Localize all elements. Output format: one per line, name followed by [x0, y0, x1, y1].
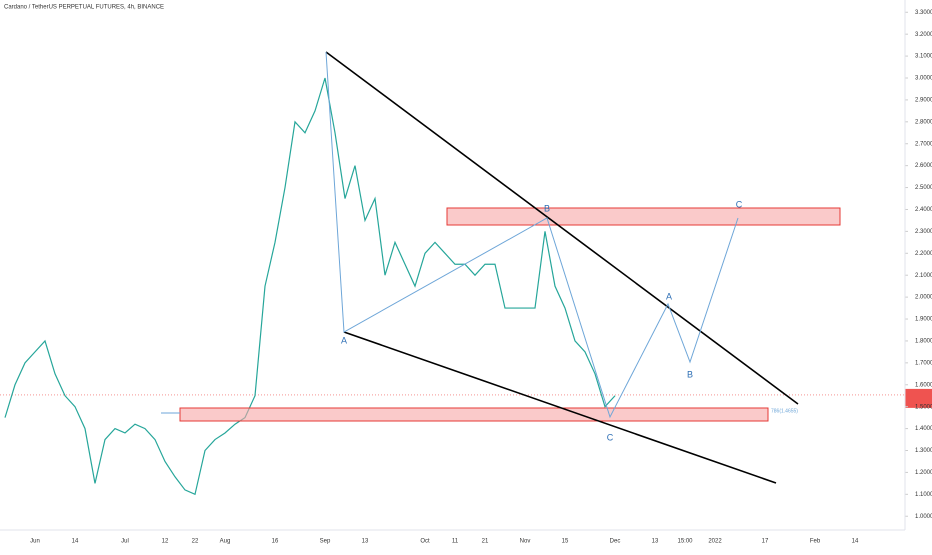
x-tick-label: Nov [520, 539, 531, 545]
x-tick-label: 21 [482, 539, 489, 545]
x-tick-label: Oct [420, 539, 430, 545]
y-tick-label: 2.4000 [915, 207, 932, 213]
y-tick-label: 2.9000 [915, 97, 932, 103]
x-tick-label: Aug [220, 539, 231, 545]
y-tick-label: 1.1000 [915, 492, 932, 498]
y-tick-label: 1.2000 [915, 470, 932, 476]
y-tick-label: 1.0000 [915, 514, 932, 520]
x-tick-label: Dec [610, 539, 621, 545]
wave-label: B [544, 203, 550, 213]
y-tick-label: 3.1000 [915, 54, 932, 60]
y-tick-label: 2.0000 [915, 295, 932, 301]
x-tick-label: Feb [810, 539, 821, 545]
price-line [4, 77, 616, 496]
y-tick-label: 3.3000 [915, 10, 932, 16]
x-tick-label: 11 [452, 539, 459, 545]
x-tick-label: Jun [30, 539, 40, 545]
wave-label: A [666, 291, 672, 301]
y-tick-label: 1.7000 [915, 360, 932, 366]
x-tick-label: 17 [762, 539, 769, 545]
fib-label: 786(1.4655) [771, 408, 798, 414]
last-price-box [905, 388, 932, 408]
y-tick-label: 1.8000 [915, 339, 932, 345]
trend-line-upper [325, 51, 799, 405]
wave-path [325, 51, 739, 419]
y-tick-label: 2.5000 [915, 185, 932, 191]
x-tick-label: 15 [562, 539, 569, 545]
x-tick-label: 15:00 [677, 539, 693, 545]
y-tick-label: 2.6000 [915, 163, 932, 169]
support-zone [179, 407, 769, 422]
y-tick-label: 1.3000 [915, 448, 932, 454]
y-tick-label: 1.9000 [915, 317, 932, 323]
x-tick-label: 13 [652, 539, 659, 545]
x-tick-label: 14 [72, 539, 79, 545]
x-tick-label: 22 [192, 539, 199, 545]
y-tick-label: 2.2000 [915, 251, 932, 257]
x-tick-label: Sep [320, 539, 331, 545]
y-tick-label: 1.6000 [915, 382, 932, 388]
y-tick-label: 2.1000 [915, 273, 932, 279]
y-tick-label: 3.2000 [915, 32, 932, 38]
wave-label: B [687, 369, 693, 379]
x-tick-label: 16 [272, 539, 279, 545]
wave-label: A [341, 335, 347, 345]
wave-label: C [736, 199, 743, 209]
resistance-zone [446, 207, 841, 226]
chart-title: Cardano / TetherUS PERPETUAL FUTURES, 4h… [4, 5, 164, 11]
x-tick-label: 2022 [708, 539, 722, 545]
y-tick-label: 2.8000 [915, 119, 932, 125]
trend-line-lower [343, 331, 777, 484]
x-tick-label: 12 [162, 539, 169, 545]
y-tick-label: 2.3000 [915, 229, 932, 235]
y-tick-label: 2.7000 [915, 141, 932, 147]
y-tick-label: 3.0000 [915, 76, 932, 82]
x-tick-label: Jul [121, 539, 129, 545]
x-tick-label: 13 [362, 539, 369, 545]
x-tick-label: 14 [852, 539, 859, 545]
y-tick-label: 1.4000 [915, 426, 932, 432]
y-tick-label: 1.5000 [915, 404, 932, 410]
wave-label: C [607, 432, 614, 442]
